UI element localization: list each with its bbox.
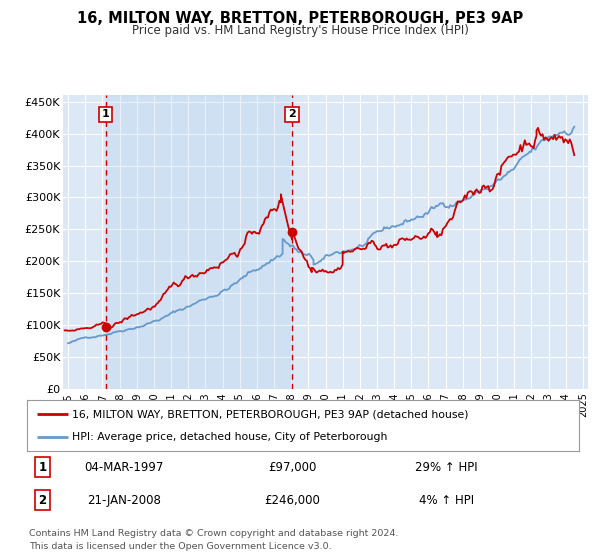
Text: Price paid vs. HM Land Registry's House Price Index (HPI): Price paid vs. HM Land Registry's House … [131,24,469,36]
Text: 29% ↑ HPI: 29% ↑ HPI [415,461,478,474]
Text: £97,000: £97,000 [268,461,316,474]
Text: 2: 2 [288,109,296,119]
Text: HPI: Average price, detached house, City of Peterborough: HPI: Average price, detached house, City… [72,432,388,442]
Bar [106,95,292,389]
Text: 16, MILTON WAY, BRETTON, PETERBOROUGH, PE3 9AP: 16, MILTON WAY, BRETTON, PETERBOROUGH, P… [77,11,523,26]
Text: 16, MILTON WAY, BRETTON, PETERBOROUGH, PE3 9AP (detached house): 16, MILTON WAY, BRETTON, PETERBOROUGH, P… [72,409,469,419]
Text: 1: 1 [101,109,109,119]
Text: 21-JAN-2008: 21-JAN-2008 [86,493,161,507]
Text: 2: 2 [38,493,47,507]
Text: 04-MAR-1997: 04-MAR-1997 [84,461,163,474]
Text: Contains HM Land Registry data © Crown copyright and database right 2024.: Contains HM Land Registry data © Crown c… [29,529,398,538]
Text: This data is licensed under the Open Government Licence v3.0.: This data is licensed under the Open Gov… [29,542,331,550]
Text: £246,000: £246,000 [264,493,320,507]
Text: 1: 1 [38,461,47,474]
Text: 4% ↑ HPI: 4% ↑ HPI [419,493,474,507]
